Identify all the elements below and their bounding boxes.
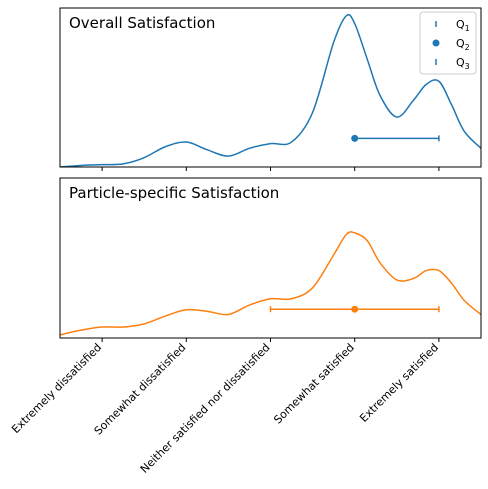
- legend-median-marker: [432, 39, 440, 47]
- panel-title: Particle-specific Satisfaction: [69, 184, 279, 202]
- density-curve-2: [60, 231, 481, 336]
- median-marker: [351, 134, 359, 142]
- density-curve-1: [60, 13, 481, 167]
- panel-title: Overall Satisfaction: [69, 14, 215, 32]
- x-tick-label: Extremely dissatisfied: [9, 341, 104, 436]
- x-tick-label: Somewhat dissatisfied: [92, 341, 189, 438]
- legend-box: [419, 11, 477, 75]
- panel-2: Particle-specific Satisfaction: [59, 177, 482, 342]
- median-marker: [351, 305, 359, 313]
- x-tick-label: Extremely satisfied: [357, 341, 441, 425]
- axes-frame-2: [59, 177, 482, 339]
- x-tick-label: Somewhat satisfied: [271, 341, 357, 427]
